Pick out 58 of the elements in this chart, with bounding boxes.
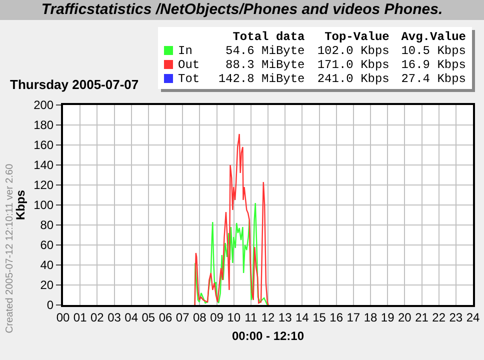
legend-label: Out [177, 58, 201, 72]
y-axis-title: Kbps [13, 190, 28, 220]
x-tick-label: 16 [330, 310, 344, 324]
text: 54.6 MiByte [224, 44, 306, 58]
text: 102.0 Kbps [316, 44, 390, 58]
text: Created 2005-07-12 12:10:11 ver 2.60 [4, 162, 16, 336]
x-tick-label: 11 [244, 310, 258, 324]
text: Avg.Value [400, 30, 467, 44]
y-tick-label: 80 [40, 218, 54, 232]
x-tick-label: 09 [210, 310, 224, 324]
chart-title: Trafficstatistics /NetObjects/Phones and videos Phones. [0, 0, 484, 20]
text: 241.0 Kbps [316, 72, 390, 86]
x-tick-label: 08 [192, 310, 207, 324]
x-tick-label: 12 [261, 310, 275, 324]
legend-label: In [177, 44, 194, 58]
x-tick-label: 19 [380, 310, 395, 324]
x-tick-label: 10 [227, 310, 241, 324]
y-tick-label: 200 [34, 98, 54, 112]
y-tick-label: 180 [34, 118, 54, 132]
y-tick-label: 100 [34, 198, 54, 212]
y-tick-label: 0 [46, 298, 54, 312]
x-tick-label: 22 [432, 310, 446, 324]
x-tick-label: 18 [364, 310, 378, 324]
text: 88.3 MiByte [224, 58, 306, 72]
y-tick-label: 20 [40, 278, 54, 292]
x-tick-label: 04 [124, 310, 138, 324]
legend-label: Tot [177, 72, 201, 86]
line-series [194, 202, 268, 305]
y-tick-label: 160 [34, 138, 54, 152]
text: 171.0 Kbps [316, 58, 390, 72]
x-tick-label: 03 [108, 310, 122, 324]
x-tick-label: 05 [142, 310, 156, 324]
text: 16.9 Kbps [400, 58, 467, 72]
x-tick-label: 21 [415, 310, 429, 324]
x-axis-title: 00:00 - 12:10 [232, 328, 304, 343]
x-tick-label: 00 [56, 310, 70, 324]
y-tick-label: 140 [34, 158, 54, 172]
x-tick-label: 06 [158, 310, 172, 324]
y-tick-label: 40 [40, 258, 54, 272]
x-tick-label: 01 [73, 310, 88, 324]
x-tick-label: 13 [278, 310, 292, 324]
text: 27.4 Kbps [400, 72, 467, 86]
x-tick-label: 02 [90, 310, 104, 324]
text: Total data [232, 30, 306, 44]
x-tick-label: 14 [295, 310, 310, 324]
x-tick-label: 17 [346, 310, 360, 324]
x-tick-label: 24 [466, 310, 480, 324]
text: Top-Value [324, 30, 390, 44]
x-tick-label: 07 [176, 310, 190, 324]
y-tick-label: 60 [40, 238, 54, 252]
y-tick-label: 120 [34, 178, 54, 192]
x-tick-label: 20 [398, 310, 412, 324]
text: 142.8 MiByte [217, 72, 306, 86]
line-series [194, 133, 269, 305]
x-tick-label: 23 [449, 310, 463, 324]
x-tick-label: 15 [312, 310, 326, 324]
text: 10.5 Kbps [400, 44, 467, 58]
chart-subtitle: Thursday 2005-07-07 [10, 77, 139, 92]
